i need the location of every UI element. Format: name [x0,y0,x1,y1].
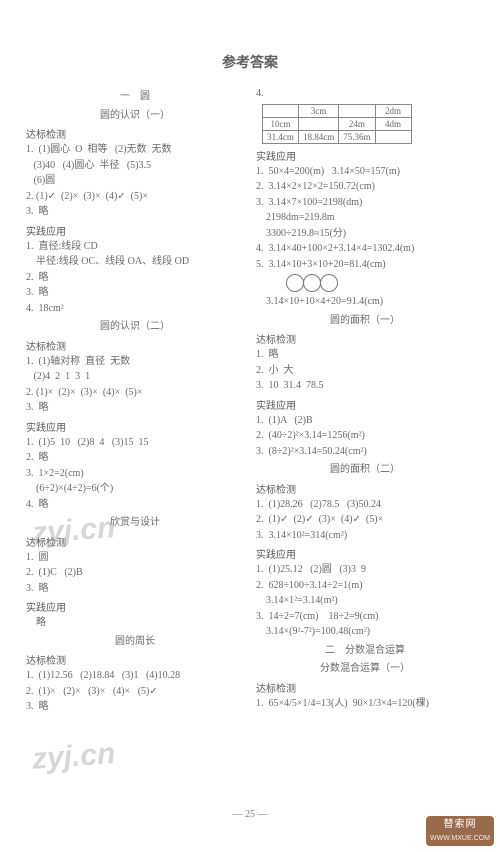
answer-line: 2. (1)✓ (2)× (3)× (4)✓ (5)× [26,189,244,205]
answer-line: 3. (8÷2)²×3.14=50.24(cm²) [256,444,474,460]
answer-line: 2. (1)C (2)B [26,565,244,581]
table-cell [299,117,339,130]
answer-line: 4. 略 [26,497,244,513]
subsection-title: 圆的面积（一） [256,313,474,329]
answer-line: 2198dm=219.8m [256,210,474,226]
subsection-title: 欣赏与设计 [26,515,244,531]
answer-line: 3. 略 [26,699,244,715]
table-cell: 10cm [263,117,299,130]
answer-line: 3. 略 [26,400,244,416]
subsection-title: 圆的认识（二） [26,319,244,335]
answer-line: 1. (1)5 10 (2)8 4 (3)15 15 [26,435,244,451]
table-cell: 31.4cm [263,130,299,143]
answer-line: 3. 14÷2=7(cm) 18÷2=9(cm) [256,609,474,625]
badge-title: 替索网 [426,818,494,832]
table-row: 31.4cm 18.84cm 75.36m [263,130,412,143]
answer-line: 2. 略 [26,450,244,466]
answer-line: 3. 10 31.4 78.5 [256,378,474,394]
answer-line: 略 [26,615,244,631]
answer-line: 3.14×10+10×4+20=91.4(cm) [256,294,474,310]
section-heading: 实践应用 [256,546,474,561]
answer-line: (6)圆 [26,173,244,189]
section-heading: 实践应用 [26,223,244,238]
answer-line: 1. 65×4/5×1/4=13(人) 90×1/3×4=120(棵) [256,696,474,712]
subsection-title: 分数混合运算（一） [256,661,474,677]
section-heading: 达标检测 [256,331,474,346]
answer-line: 2. 628÷100÷3.14÷2=1(m) [256,578,474,594]
content-columns: 一 圆 圆的认识（一） 达标检测 1. (1)圆心 O 相等 (2)无数 无数 … [0,86,500,715]
answer-line: 5. 3.14×10+3×10+20=81.4(cm) [256,257,474,273]
answer-line: 1. 50×4=200(m) 3.14×50=157(m) [256,164,474,180]
subsection-title: 圆的认识（一） [26,108,244,124]
badge-url: WWW.MXUE.COM [426,832,494,846]
answer-line: 4. [256,86,474,102]
answer-line: 2. (1)× (2)× (3)× (4)× (5)✓ [26,684,244,700]
left-column: 一 圆 圆的认识（一） 达标检测 1. (1)圆心 O 相等 (2)无数 无数 … [20,86,250,715]
answer-line: (6÷2)×(4÷2)=6(个) [26,481,244,497]
section-heading: 达标检测 [26,338,244,353]
table-cell: 18.84cm [299,130,339,143]
table-cell: 75.36m [339,130,375,143]
page-title: 参考答案 [0,52,500,72]
answer-line: 1. (1)圆心 O 相等 (2)无数 无数 [26,142,244,158]
answer-line: 4. 18cm² [26,301,244,317]
answer-line: (3)40 (4)圆心 半径 (5)3.5 [26,158,244,174]
subsection-title: 圆的面积（二） [256,462,474,478]
answer-line: 2. 3.14×2×12×2=150.72(cm) [256,179,474,195]
subsection-title: 圆的周长 [26,634,244,650]
answer-line: 1. (1)A (2)B [256,413,474,429]
answer-line: 2. (1)✓ (2)✓ (3)× (4)✓ (5)× [256,512,474,528]
section-heading: 实践应用 [26,599,244,614]
answer-line: 2. (1)× (2)× (3)× (4)× (5)× [26,385,244,401]
circles-figure [286,274,474,292]
answer-line: 3.14×1²=3.14(m²) [256,593,474,609]
answer-line: 3. 3.14×10²=314(cm²) [256,528,474,544]
table-cell: 4dm [375,117,411,130]
section-heading: 实践应用 [256,397,474,412]
answer-table: 3cm 2dm 10cm 24m 4dm 31.4cm 18.84cm 75.3… [262,104,412,144]
answer-line: 1. (1)28.26 (2)78.5 (3)50.24 [256,497,474,513]
answer-line: 1. (1)轴对称 直径 无数 [26,354,244,370]
section-heading: 达标检测 [256,680,474,695]
answer-line: 1. (1)12.56 (2)18.84 (3)1 (4)10.28 [26,668,244,684]
answer-line: (2)4 2 1 3 1 [26,369,244,385]
table-cell: 24m [339,117,375,130]
answer-line: 4. 3.14×40+100×2+3.14×4=1302.4(m) [256,241,474,257]
answer-line: 半径:线段 OC、线段 OA、线段 OD [26,254,244,270]
table-cell: 2dm [375,104,411,117]
table-cell [263,104,299,117]
unit-heading: 二 分数混合运算 [256,643,474,659]
answer-line: 3300÷219.8≈15(分) [256,226,474,242]
answer-line: 2. (40÷2)²×3.14=1256(m²) [256,428,474,444]
page-number: — 25 — [0,809,500,820]
section-heading: 达标检测 [256,481,474,496]
watermark-text: zyj.cn [31,737,117,777]
table-row: 10cm 24m 4dm [263,117,412,130]
answer-line: 1. 略 [256,347,474,363]
answer-line: 3. 略 [26,285,244,301]
section-heading: 达标检测 [26,652,244,667]
answer-line: 1. (1)25.12 (2)圆 (3)3 9 [256,562,474,578]
table-cell [339,104,375,117]
section-heading: 达标检测 [26,534,244,549]
table-cell [375,130,411,143]
answer-line: 2. 略 [26,270,244,286]
section-heading: 达标检测 [26,126,244,141]
section-heading: 实践应用 [26,419,244,434]
answer-line: 1. 直径:线段 CD [26,239,244,255]
answer-line: 3. 略 [26,581,244,597]
answer-line: 3. 略 [26,204,244,220]
table-row: 3cm 2dm [263,104,412,117]
section-heading: 实践应用 [256,148,474,163]
table-cell: 3cm [299,104,339,117]
answer-line: 3. 3.14×7×100=2198(dm) [256,195,474,211]
answer-line: 1. 圆 [26,550,244,566]
answer-line: 3. 1×2=2(cm) [26,466,244,482]
answer-line: 3.14×(9²-7²)=100.48(cm²) [256,624,474,640]
unit-heading: 一 圆 [26,89,244,105]
source-badge: 替索网 WWW.MXUE.COM [426,816,494,846]
answer-line: 2. 小 大 [256,363,474,379]
right-column: 4. 3cm 2dm 10cm 24m 4dm 31.4cm 18.84cm 7… [250,86,480,715]
